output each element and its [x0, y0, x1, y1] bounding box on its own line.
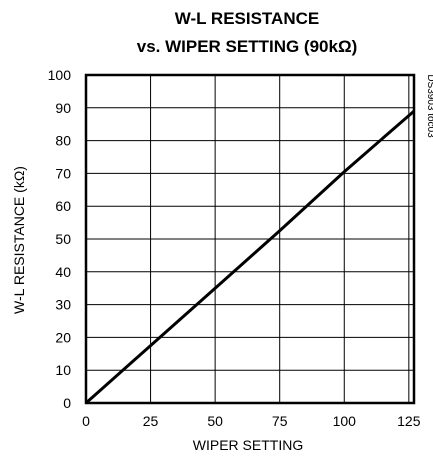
series-group: [85, 109, 415, 405]
y-tick-label: 100: [48, 67, 72, 83]
y-tick-label: 50: [55, 231, 71, 247]
x-tick-label: 25: [143, 413, 159, 429]
x-tick-label: 50: [207, 413, 223, 429]
series-line: [85, 109, 415, 405]
y-axis-label: W-L RESISTANCE (kΩ): [11, 166, 27, 314]
y-tick-label: 90: [55, 100, 71, 116]
y-tick-label: 0: [63, 395, 71, 411]
y-tick-label: 10: [55, 362, 71, 378]
y-tick-label: 40: [55, 264, 71, 280]
x-axis-label: WIPER SETTING: [193, 437, 303, 453]
x-tick-label: 125: [397, 413, 421, 429]
y-tick-labels: 0 10 20 30 40 50 60 70 80 90 100: [48, 67, 72, 411]
x-tick-label: 0: [82, 413, 90, 429]
gridlines: [86, 75, 414, 403]
y-tick-label: 80: [55, 133, 71, 149]
x-tick-label: 100: [333, 413, 357, 429]
y-tick-label: 60: [55, 198, 71, 214]
y-tick-label: 30: [55, 297, 71, 313]
y-tick-label: 20: [55, 329, 71, 345]
plot-frame: [84, 73, 416, 405]
x-tick-label: 75: [272, 413, 288, 429]
chart-title-line1: W-L RESISTANCE: [175, 9, 319, 28]
y-tick-label: 70: [55, 165, 71, 181]
figure-id: DS3903 toc03: [425, 74, 433, 138]
chart-title-line2: vs. WIPER SETTING (90kΩ): [137, 37, 358, 56]
x-tick-labels: 0 25 50 75 100 125: [82, 413, 421, 429]
